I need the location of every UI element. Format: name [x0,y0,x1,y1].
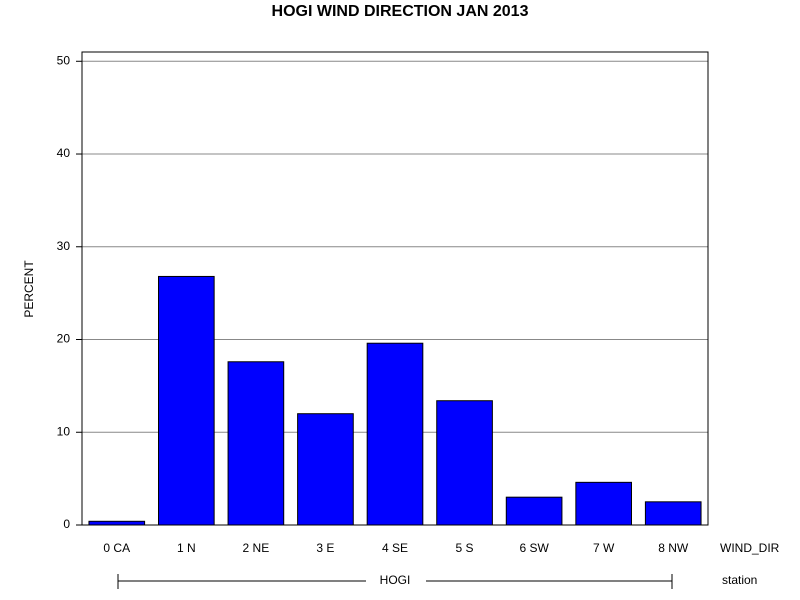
chart-title: HOGI WIND DIRECTION JAN 2013 [272,3,529,20]
group-label: HOGI [380,573,411,587]
group-axis-label: station [722,573,757,587]
bar [158,275,215,526]
bar [88,520,146,526]
y-tick-label: 40 [57,146,71,160]
bar [297,413,354,526]
y-tick-label: 20 [57,332,71,346]
plot-frame [81,51,709,526]
x-tick-label: 6 SW [519,541,549,555]
y-tick-label: 10 [57,424,71,438]
x-tick-label: 2 NE [243,541,270,555]
bar [366,342,424,526]
x-tick-label: 8 NW [658,541,689,555]
bar [644,501,702,526]
x-tick-label: 3 E [316,541,334,555]
bar [575,481,632,526]
y-axis-label: PERCENT [22,260,36,318]
x-tick-label: 0 CA [103,541,130,555]
x-tick-label: 4 SE [382,541,408,555]
y-tick-label: 50 [57,53,71,67]
y-tick-label: 0 [63,517,70,531]
bar [227,361,285,526]
bar [505,496,563,526]
y-tick-label: 30 [57,239,71,253]
bar [436,400,493,526]
x-axis-label: WIND_DIR [720,541,780,555]
x-tick-label: 1 N [177,541,196,555]
x-tick-label: 7 W [593,541,615,555]
x-tick-label: 5 S [456,541,474,555]
